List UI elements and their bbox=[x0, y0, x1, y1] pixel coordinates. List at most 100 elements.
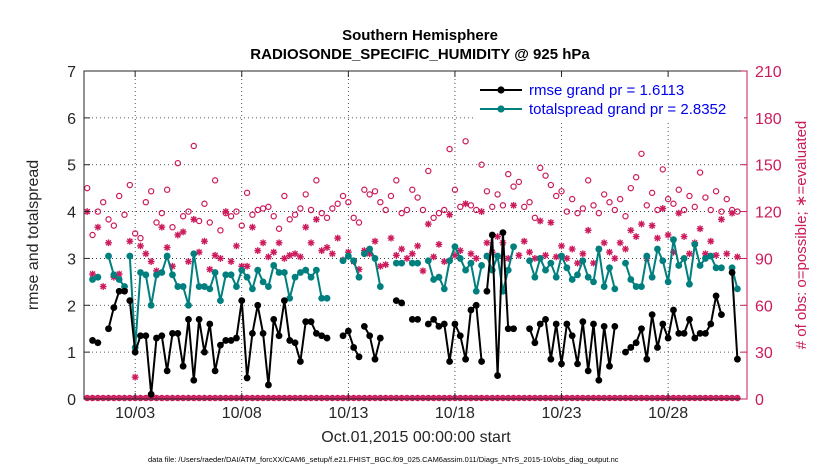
obs-possible-marker bbox=[702, 194, 709, 201]
obs-possible-marker bbox=[638, 150, 645, 157]
totalspread-point bbox=[254, 266, 262, 274]
rmse-point bbox=[376, 334, 384, 342]
obs-evaluated-zero-marker bbox=[254, 395, 261, 401]
rmse-point bbox=[718, 311, 725, 319]
totalspread-point bbox=[275, 269, 283, 276]
obs-possible-marker bbox=[435, 209, 443, 217]
rmse-point bbox=[174, 330, 182, 337]
obs-evaluated-marker bbox=[648, 222, 656, 230]
totalspread-point bbox=[355, 273, 363, 281]
totalspread-point bbox=[547, 259, 555, 267]
obs-evaluated-zero-marker bbox=[281, 395, 288, 401]
asterisk-stroke bbox=[126, 238, 133, 245]
rmse-point bbox=[243, 374, 251, 382]
obs-possible-marker bbox=[307, 206, 315, 214]
obs-possible-marker bbox=[297, 205, 304, 212]
totalspread-point bbox=[494, 252, 501, 260]
obs-evaluated-zero-marker bbox=[601, 395, 608, 401]
obs-possible-marker bbox=[654, 206, 661, 214]
obs-evaluated-zero-marker bbox=[185, 395, 192, 401]
obs-evaluated-zero-marker bbox=[334, 395, 341, 401]
rmse-point bbox=[504, 325, 512, 333]
asterisk-stroke bbox=[627, 227, 634, 234]
rmse-point bbox=[686, 315, 693, 323]
obs-evaluated-zero-marker bbox=[473, 395, 480, 401]
obs-possible-marker bbox=[206, 219, 213, 226]
obs-possible-marker bbox=[611, 206, 619, 214]
obs-possible-marker bbox=[115, 192, 123, 200]
obs-evaluated-zero-marker bbox=[531, 395, 538, 401]
obs-evaluated-marker bbox=[510, 201, 517, 209]
obs-evaluated-zero-marker bbox=[190, 395, 197, 401]
totalspread-point bbox=[531, 273, 539, 281]
totalspread-point bbox=[115, 276, 123, 283]
rmse-point bbox=[584, 367, 592, 375]
totalspread-point bbox=[467, 259, 475, 267]
obs-evaluated-zero-marker bbox=[681, 395, 688, 401]
obs-evaluated-zero-marker bbox=[542, 395, 549, 401]
asterisk-stroke bbox=[425, 221, 432, 228]
totalspread-point bbox=[670, 236, 677, 244]
obs-evaluated-zero-marker bbox=[387, 395, 394, 401]
obs-evaluated-marker bbox=[89, 270, 96, 278]
obs-evaluated-zero-marker bbox=[270, 395, 277, 401]
obs-possible-marker bbox=[510, 183, 517, 190]
obs-possible-marker bbox=[238, 222, 245, 229]
obs-possible-marker bbox=[473, 206, 480, 214]
obs-evaluated-zero-marker bbox=[153, 395, 160, 401]
rmse-point bbox=[627, 344, 635, 351]
rmse-point bbox=[142, 332, 150, 340]
obs-evaluated-zero-marker bbox=[84, 395, 91, 401]
asterisk-stroke bbox=[276, 239, 283, 246]
obs-possible-marker bbox=[355, 219, 363, 226]
totalspread-point bbox=[446, 257, 454, 265]
totalspread-point bbox=[291, 273, 299, 281]
obs-evaluated-zero-marker bbox=[563, 395, 570, 401]
rmse-point bbox=[254, 301, 262, 309]
rmse-point bbox=[451, 320, 459, 328]
obs-evaluated-zero-marker bbox=[425, 395, 432, 401]
totalspread-point bbox=[302, 266, 310, 274]
asterisk-stroke bbox=[611, 255, 618, 262]
y-tick-label-left: 7 bbox=[67, 64, 76, 81]
obs-evaluated-zero-marker bbox=[403, 395, 410, 401]
obs-possible-marker bbox=[382, 206, 389, 214]
obs-evaluated-marker bbox=[520, 237, 528, 245]
totalspread-point bbox=[579, 257, 587, 265]
obs-evaluated-marker bbox=[696, 225, 704, 233]
obs-evaluated-zero-marker bbox=[526, 395, 533, 401]
asterisk-stroke bbox=[132, 374, 139, 381]
rmse-point bbox=[472, 301, 480, 309]
rmse-point bbox=[238, 297, 246, 304]
x-tick-label: 10/03 bbox=[115, 405, 155, 422]
obs-evaluated-zero-marker bbox=[158, 395, 165, 401]
obs-evaluated-marker bbox=[147, 258, 155, 265]
rmse-point bbox=[563, 320, 571, 328]
obs-evaluated-zero-marker bbox=[260, 395, 267, 401]
obs-evaluated-zero-marker bbox=[100, 395, 107, 401]
totalspread-point bbox=[536, 255, 544, 262]
obs-evaluated-zero-marker bbox=[393, 395, 400, 401]
obs-evaluated-marker bbox=[456, 247, 464, 255]
asterisk-stroke bbox=[377, 263, 384, 270]
totalspread-point bbox=[728, 264, 736, 272]
obs-evaluated-zero-marker bbox=[201, 395, 208, 401]
obs-possible-marker bbox=[121, 211, 128, 218]
obs-evaluated-marker bbox=[254, 247, 262, 255]
asterisk-stroke bbox=[89, 271, 96, 278]
obs-possible-marker bbox=[126, 181, 134, 189]
obs-evaluated-marker bbox=[275, 239, 283, 247]
rmse-point bbox=[153, 334, 160, 342]
rmse-point bbox=[270, 315, 278, 323]
obs-evaluated-marker bbox=[472, 255, 480, 262]
totalspread-point bbox=[376, 283, 384, 290]
obs-possible-marker bbox=[142, 198, 150, 206]
rmse-point bbox=[94, 339, 102, 347]
legend-label-spread: totalspread grand pr = 2.8352 bbox=[529, 101, 726, 118]
asterisk-stroke bbox=[100, 283, 107, 290]
obs-evaluated-marker bbox=[185, 258, 192, 265]
asterisk-stroke bbox=[473, 255, 480, 262]
obs-possible-marker bbox=[675, 186, 682, 193]
obs-evaluated-zero-marker bbox=[286, 395, 293, 401]
obs-evaluated-zero-marker bbox=[196, 395, 203, 401]
